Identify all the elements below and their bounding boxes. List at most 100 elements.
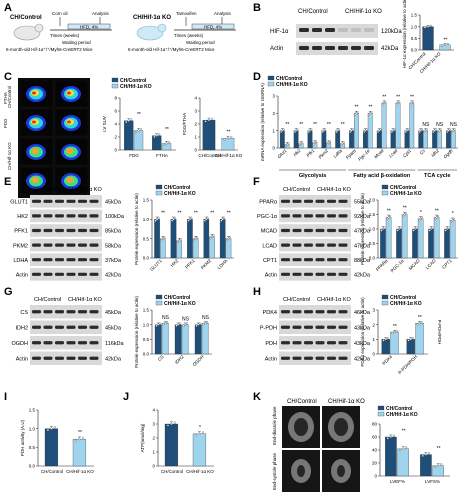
bar	[181, 324, 189, 355]
data-point	[293, 130, 296, 134]
data-point	[392, 129, 395, 132]
bar	[367, 113, 373, 149]
timeline1-hfd-bar	[67, 23, 111, 30]
x-tick-label: Pparα	[345, 148, 357, 160]
significance-label: **	[165, 127, 169, 133]
blot-band	[281, 214, 290, 218]
blot-kda-label: 42kDa	[105, 357, 122, 363]
data-point	[340, 143, 343, 147]
significance-label: **	[78, 430, 82, 436]
blot-band	[281, 243, 290, 247]
x-tick-label: OGDH	[192, 354, 205, 367]
data-point	[197, 323, 200, 326]
bar	[446, 130, 451, 149]
blot-band	[338, 46, 348, 50]
bar	[174, 324, 182, 355]
data-point	[365, 128, 368, 131]
panel-g-letter: G	[4, 286, 13, 298]
blot-band	[66, 258, 76, 262]
blot-band	[32, 325, 41, 329]
blot-band	[89, 341, 99, 345]
blot-band	[327, 341, 336, 345]
data-point	[175, 324, 178, 327]
y-tick-label: 0	[374, 474, 377, 479]
data-point	[173, 216, 176, 219]
data-point	[155, 324, 158, 327]
data-point	[440, 44, 444, 47]
blot-header-ko: CH/Hif-1α KO	[68, 297, 102, 303]
bar	[449, 220, 456, 259]
bar	[202, 119, 216, 151]
data-point	[434, 217, 437, 220]
x-tick-label: Mcad	[373, 148, 385, 160]
blot-band	[32, 341, 41, 345]
data-point	[393, 128, 396, 131]
data-point	[157, 323, 160, 326]
significance-label: **	[418, 315, 422, 321]
x-tick-label: FDG	[129, 153, 139, 158]
blot-band	[327, 199, 336, 203]
data-point	[172, 218, 175, 221]
blot-kda-label: 45kDa	[105, 326, 122, 332]
blot-band	[55, 214, 64, 218]
data-point	[419, 217, 422, 220]
blot-header-control: CH/Control	[34, 187, 61, 193]
blot-header-ko: CH/Hif-1α KO	[317, 297, 351, 303]
data-point	[434, 465, 437, 468]
blot-kda-label: 100kDa	[105, 214, 125, 220]
x-tick-label: Lcad	[388, 148, 399, 159]
blot-band	[351, 46, 361, 50]
mouse-ko-head-icon	[157, 23, 167, 33]
blot-strip	[279, 224, 351, 237]
significance-label: NS	[436, 122, 444, 128]
blot-kda-label: 47kDa	[354, 243, 371, 249]
blot-row-label: HK2	[17, 214, 28, 220]
blot-row-label: P-PDH	[260, 326, 277, 332]
bar	[381, 339, 390, 355]
blot-strip	[30, 351, 102, 365]
significance-label: **	[227, 130, 231, 136]
data-point	[409, 103, 412, 106]
data-point	[424, 129, 427, 132]
data-point	[230, 135, 233, 139]
blot-row-label: LDHA	[13, 258, 28, 264]
blot-band	[299, 46, 309, 50]
legend-swatch-ko	[381, 300, 389, 306]
data-point	[405, 129, 408, 132]
data-point	[157, 216, 160, 219]
blot-band	[43, 243, 53, 247]
bar	[363, 130, 368, 149]
blot-kda-label: 37kDa	[105, 258, 122, 264]
legend-label-ko: CH/Hif-1α KO	[386, 412, 418, 418]
data-point	[171, 219, 174, 222]
blot-band	[338, 228, 348, 233]
y-tick-label: 0	[194, 148, 197, 153]
legend-swatch-control	[377, 405, 385, 411]
data-point	[437, 464, 440, 467]
data-point	[162, 323, 165, 326]
data-point	[228, 236, 231, 239]
significance-label: **	[444, 37, 448, 43]
blot-band	[66, 228, 76, 233]
y-tick-label: 0	[372, 352, 375, 357]
blot-band	[338, 243, 348, 247]
y-tick-label: 80	[372, 422, 378, 427]
data-point	[220, 219, 223, 222]
blot-header-control: CH/Control	[283, 187, 310, 193]
y-tick-label: 2	[372, 322, 375, 327]
data-point	[396, 101, 399, 104]
significance-label: *	[199, 425, 201, 431]
data-point	[81, 436, 84, 439]
data-point	[202, 323, 205, 326]
x-tick-label: Cs	[419, 148, 427, 156]
blot-band	[325, 46, 335, 50]
significance-label: *	[420, 210, 422, 216]
blot-band	[43, 258, 53, 262]
data-point	[212, 234, 215, 237]
blot-band	[315, 341, 325, 345]
data-point	[451, 130, 454, 134]
blot-band	[338, 258, 348, 262]
bar	[397, 448, 409, 477]
